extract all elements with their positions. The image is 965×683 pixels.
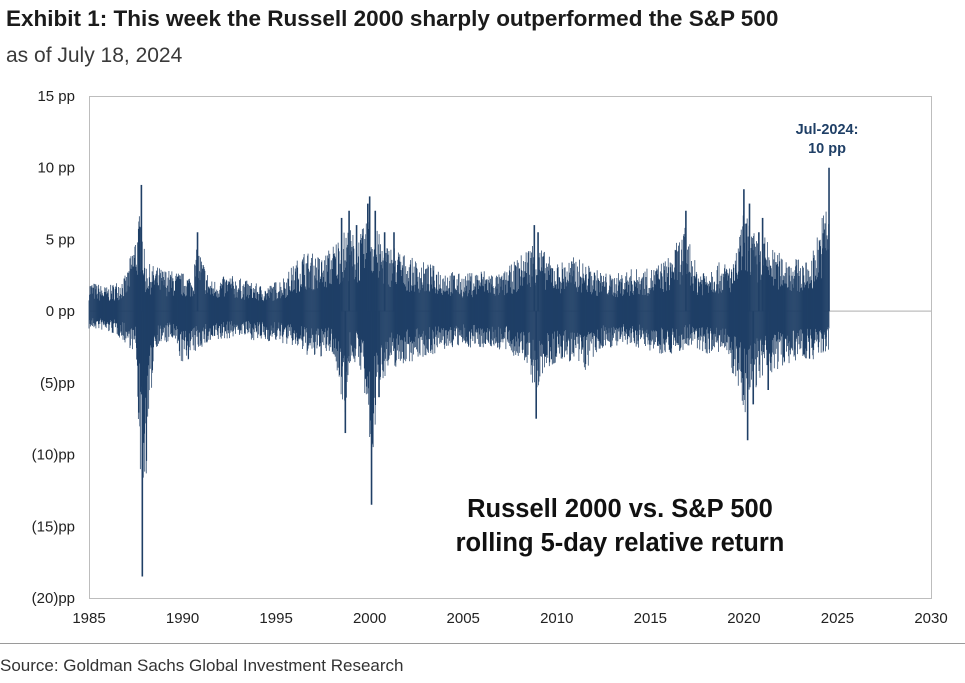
footer-divider — [0, 643, 965, 644]
x-tick-label: 2005 — [447, 610, 480, 627]
y-tick-label: (5)pp — [40, 375, 75, 392]
y-tick-label: 15 pp — [37, 88, 75, 105]
y-tick-label: 0 pp — [46, 303, 75, 320]
x-tick-label: 1990 — [166, 610, 199, 627]
x-tick-label: 2000 — [353, 610, 386, 627]
y-tick-label: 5 pp — [46, 231, 75, 248]
y-tick-label: 10 pp — [37, 160, 75, 177]
x-tick-label: 2020 — [727, 610, 760, 627]
x-tick-label: 1985 — [72, 610, 105, 627]
inset-line-1: Russell 2000 vs. S&P 500 — [467, 495, 773, 523]
y-tick-label: (15)pp — [32, 518, 75, 535]
y-tick-label: (10)pp — [32, 447, 75, 464]
plot-frame — [89, 96, 932, 599]
source-note: Source: Goldman Sachs Global Investment … — [0, 656, 404, 675]
x-tick-label: 2010 — [540, 610, 573, 627]
x-tick-label: 1995 — [259, 610, 292, 627]
inset-line-2: rolling 5-day relative return — [455, 529, 785, 557]
chart-subtitle: as of July 18, 2024 — [6, 44, 183, 67]
y-tick-label: (20)pp — [32, 590, 75, 607]
callout-value: 10 pp — [808, 141, 846, 157]
latest-value-callout: Jul-2024: 10 pp — [762, 121, 892, 159]
callout-date: Jul-2024: — [795, 122, 859, 138]
x-tick-label: 2025 — [821, 610, 854, 627]
x-tick-label: 2030 — [914, 610, 947, 627]
x-tick-label: 2015 — [634, 610, 667, 627]
series-bars — [88, 167, 830, 577]
chart-inset-label: Russell 2000 vs. S&P 500 rolling 5-day r… — [420, 492, 820, 560]
chart-title: Exhibit 1: This week the Russell 2000 sh… — [6, 6, 779, 31]
